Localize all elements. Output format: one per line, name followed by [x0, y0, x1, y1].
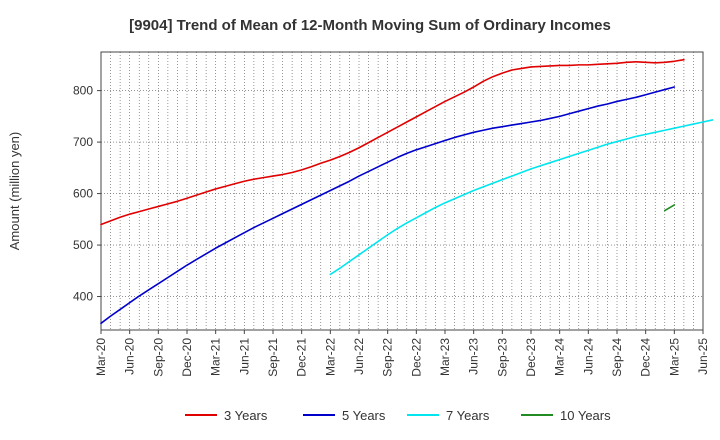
series-line-7-years — [329, 119, 714, 276]
series-lines — [100, 58, 714, 325]
x-tick-label: Sep-22 — [381, 338, 395, 377]
x-tick-label: Mar-21 — [209, 338, 223, 376]
series-line-3-years — [100, 58, 685, 226]
y-tick-labels: 400 500 600 700 800 — [73, 84, 101, 304]
x-tick-label: Jun-22 — [352, 338, 366, 375]
y-axis-label: Amount (million yen) — [7, 132, 22, 251]
x-tick-label: Dec-24 — [639, 338, 653, 377]
x-tick-label: Jun-24 — [581, 338, 595, 375]
x-tick-label: Mar-25 — [667, 338, 681, 376]
y-tick-label: 700 — [73, 135, 93, 149]
plot-frame — [100, 51, 704, 331]
legend-label-5-years: 5 Years — [342, 408, 386, 423]
x-tick-label: Mar-20 — [94, 338, 108, 376]
y-tick-label: 400 — [73, 290, 93, 304]
y-tick-label: 600 — [73, 187, 93, 201]
x-tick-label: Jun-20 — [123, 338, 137, 375]
legend-label-3-years: 3 Years — [224, 408, 268, 423]
legend: 3 Years 5 Years 7 Years 10 Years — [185, 408, 611, 423]
plot-border — [100, 51, 704, 331]
y-tick-label: 800 — [73, 84, 93, 98]
x-tick-label: Mar-23 — [438, 338, 452, 376]
x-tick-label: Sep-23 — [495, 338, 509, 377]
x-tick-label: Jun-25 — [696, 338, 710, 375]
x-tick-label: Dec-23 — [524, 338, 538, 377]
x-tick-label: Sep-24 — [610, 338, 624, 377]
x-tick-label: Dec-21 — [295, 338, 309, 377]
grid — [100, 52, 704, 330]
series-line-5-years — [100, 86, 676, 325]
x-tick-label: Jun-23 — [467, 338, 481, 375]
chart-title: [9904] Trend of Mean of 12-Month Moving … — [129, 17, 611, 34]
legend-label-10-years: 10 Years — [560, 408, 611, 423]
x-tick-label: Dec-22 — [409, 338, 423, 377]
legend-label-7-years: 7 Years — [446, 408, 490, 423]
series-line-10-years — [663, 204, 676, 212]
x-tick-label: Dec-20 — [180, 338, 194, 377]
x-tick-label: Jun-21 — [237, 338, 251, 375]
x-tick-labels: Mar-20 Jun-20 Sep-20 Dec-20 Mar-21 Jun-21 Sep-… — [94, 330, 710, 377]
x-tick-label: Mar-24 — [553, 338, 567, 376]
y-tick-label: 500 — [73, 238, 93, 252]
x-tick-label: Mar-22 — [323, 338, 337, 376]
x-tick-label: Sep-21 — [266, 338, 280, 377]
x-tick-label: Sep-20 — [151, 338, 165, 377]
